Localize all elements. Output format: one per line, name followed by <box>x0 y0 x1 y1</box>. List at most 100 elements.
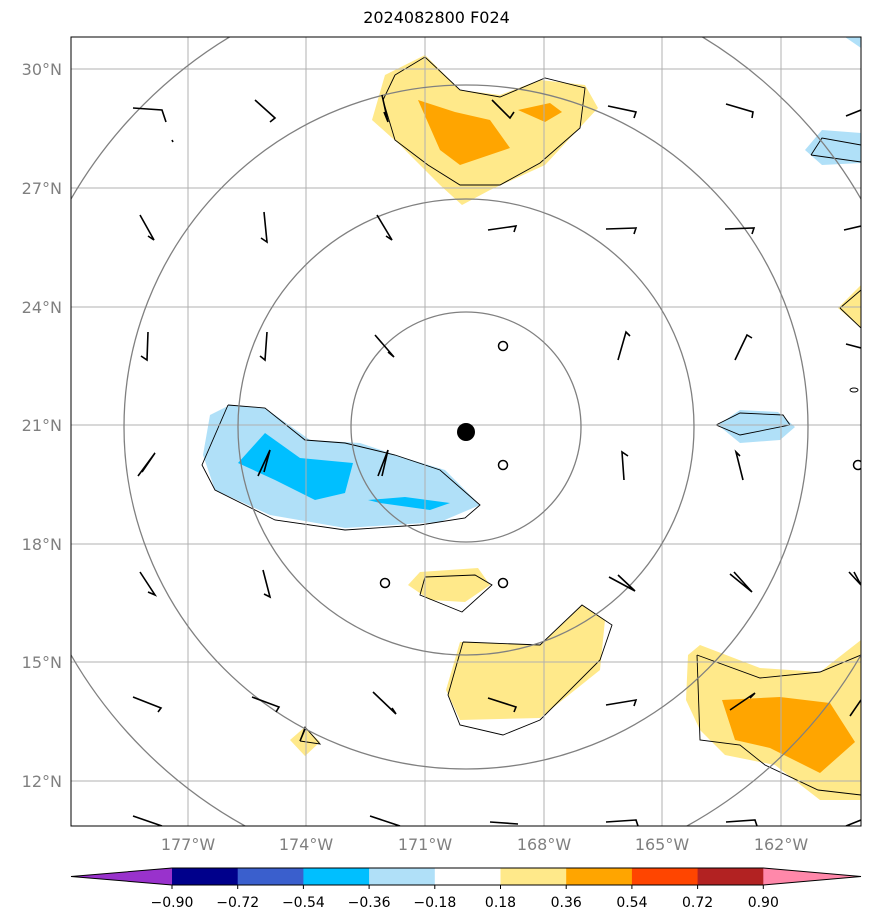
barb <box>132 696 163 713</box>
barb <box>725 819 758 826</box>
contour-east-blue <box>715 412 791 436</box>
barb <box>621 450 629 481</box>
barb <box>254 99 277 123</box>
plot-area <box>71 37 861 826</box>
colorbar-tick-label: 0.36 <box>551 895 582 911</box>
barb <box>171 139 174 143</box>
contour-se <box>696 654 861 796</box>
shade-north-orange-2 <box>518 103 562 122</box>
lat-label: 21°N <box>22 416 62 435</box>
lon-label: 177°W <box>161 835 216 854</box>
storm-center-marker <box>457 423 475 441</box>
ring-3 <box>123 84 809 770</box>
barb <box>605 227 638 235</box>
shade-north-orange <box>418 100 510 165</box>
calm-circle <box>497 459 509 471</box>
barb <box>845 819 861 826</box>
lat-label: 12°N <box>22 772 62 791</box>
colorbar-tick-label: −0.36 <box>348 895 391 911</box>
barb <box>381 94 389 123</box>
plot-frame <box>70 36 862 827</box>
barb <box>260 211 268 244</box>
barb <box>608 574 636 592</box>
lon-label: 165°W <box>635 835 690 854</box>
shade-east-lightblue <box>718 410 795 443</box>
shade-ne-corner <box>845 37 861 48</box>
colorbar-tick-label: 0.18 <box>485 895 516 911</box>
barb <box>257 449 271 477</box>
barb <box>734 449 744 481</box>
colorbar-swatch <box>566 868 633 885</box>
lat-label: 24°N <box>22 298 62 317</box>
barb <box>729 571 753 593</box>
contour-ne <box>810 137 861 163</box>
lon-label: 174°W <box>279 835 334 854</box>
colorbar-swatch <box>631 868 699 885</box>
barb <box>607 105 638 119</box>
lon-label: 162°W <box>754 835 809 854</box>
barb <box>848 571 861 586</box>
colorbar-tick-label: −0.18 <box>413 895 456 911</box>
barb <box>369 815 401 826</box>
colorbar-swatch <box>500 868 567 885</box>
lat-label: 27°N <box>22 179 62 198</box>
colorbar-swatch <box>369 868 436 885</box>
barb <box>849 699 861 717</box>
contour-east-tiny <box>849 387 859 393</box>
colorbar-swatch <box>697 868 764 885</box>
lat-label: 30°N <box>22 60 62 79</box>
lat-label: 18°N <box>22 535 62 554</box>
lon-label: 171°W <box>398 835 453 854</box>
contour-north <box>382 56 586 186</box>
calm-circle <box>379 577 391 589</box>
barb <box>487 225 518 233</box>
colorbar: −0.90 −0.72 −0.54 −0.36 −0.18 0.18 0.36 0.54 0.7… <box>70 867 862 911</box>
barb <box>725 103 754 119</box>
barb <box>139 214 155 241</box>
calm-circle <box>497 340 509 352</box>
barb <box>617 330 631 361</box>
colorbar-tick-label: −0.72 <box>216 895 259 911</box>
barb <box>729 692 756 711</box>
colorbar-swatch <box>303 868 370 885</box>
barb <box>251 696 281 713</box>
shade-se-orange <box>722 697 855 773</box>
colorbar-tick-label: −0.90 <box>151 895 194 911</box>
colorbar-swatch <box>434 868 501 885</box>
shade-west-blue <box>238 433 353 500</box>
barb <box>140 331 149 362</box>
shade-west-blue-2 <box>368 497 450 510</box>
barb <box>139 571 158 597</box>
barb <box>374 334 395 358</box>
barb <box>734 333 753 361</box>
barb <box>724 227 756 235</box>
barb <box>605 698 638 707</box>
barb <box>259 331 268 362</box>
barb <box>489 821 519 825</box>
calm-circle <box>852 459 861 471</box>
lon-label: 168°W <box>517 835 572 854</box>
barb <box>491 99 515 120</box>
barb <box>843 225 861 231</box>
colorbar-tick-label: 0.90 <box>748 895 779 911</box>
barb <box>605 819 639 826</box>
contour-west <box>201 404 481 531</box>
barb <box>132 107 167 123</box>
barb <box>137 452 156 477</box>
wind-barbs <box>132 94 861 826</box>
barb <box>262 569 272 599</box>
barb <box>377 449 389 477</box>
colorbar-tick-label: 0.72 <box>682 895 713 911</box>
barb <box>299 728 306 742</box>
barb <box>376 214 393 241</box>
longitude-labels: 177°W 174°W 171°W 168°W 165°W 162°W <box>161 835 809 854</box>
barb <box>845 343 861 349</box>
ring-2 <box>237 198 695 656</box>
negative-anomaly-fill <box>203 37 861 528</box>
ring-1 <box>350 311 582 543</box>
map-title: 2024082800 F024 <box>363 8 510 27</box>
calm-wind-markers <box>379 340 861 589</box>
contour-east-yellow <box>839 289 861 329</box>
colorbar-swatch <box>172 868 239 885</box>
